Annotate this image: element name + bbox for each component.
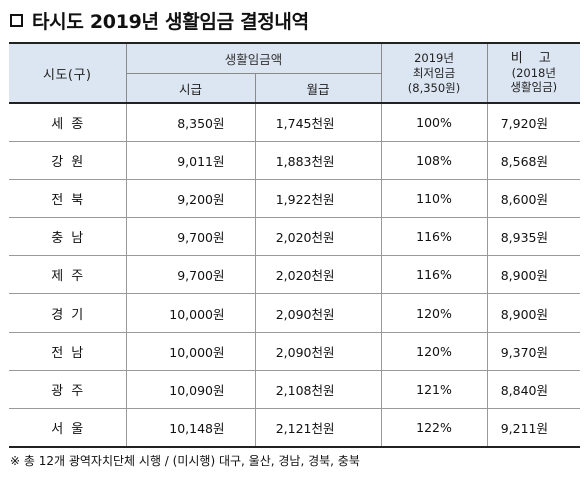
cell-ratio: 120% bbox=[381, 332, 488, 371]
cell-prev-wage: 8,568원 bbox=[487, 141, 581, 180]
header-min-wage-line1: 2019년 bbox=[414, 50, 454, 65]
cell-region: 서울 bbox=[9, 408, 127, 448]
header-note-line1: 비 고 bbox=[510, 51, 557, 66]
table-row: 충남 9,700원 2,020천원 116% 8,935원 bbox=[9, 217, 581, 257]
table-header: 시도(구) 생활임금액 2019년 최저임금 (8,350원) 비 고 (201… bbox=[9, 43, 581, 103]
table-row: 광주 10,090원 2,108천원 121% 8,840원 bbox=[9, 370, 581, 410]
cell-region: 전남 bbox=[9, 332, 127, 371]
cell-hourly: 10,000원 bbox=[126, 332, 256, 371]
cell-region: 충남 bbox=[9, 217, 127, 257]
living-wage-table: 시도(구) 생활임금액 2019년 최저임금 (8,350원) 비 고 (201… bbox=[9, 42, 581, 448]
header-living-wage: 생활임금액 bbox=[126, 43, 382, 74]
table-row: 강원 9,011원 1,883천원 108% 8,568원 bbox=[9, 141, 581, 180]
header-region: 시도(구) bbox=[9, 43, 127, 103]
cell-monthly: 2,020천원 bbox=[255, 255, 382, 295]
header-note: 비 고 (2018년 생활임금) bbox=[487, 43, 581, 103]
cell-ratio: 120% bbox=[381, 293, 488, 333]
cell-hourly: 10,148원 bbox=[126, 408, 256, 448]
cell-region: 경기 bbox=[9, 293, 127, 333]
cell-prev-wage: 8,600원 bbox=[487, 179, 581, 219]
footnote: ※ 총 12개 광역자치단체 시행 / (미시행) 대구, 울산, 경남, 경북… bbox=[10, 454, 360, 468]
cell-region: 전북 bbox=[9, 179, 127, 219]
table-row: 전북 9,200원 1,922천원 110% 8,600원 bbox=[9, 179, 581, 219]
document-title-text: 타시도 2019년 생활임금 결정내역 bbox=[32, 10, 309, 33]
cell-ratio: 116% bbox=[381, 255, 488, 295]
cell-ratio: 110% bbox=[381, 179, 488, 219]
cell-hourly: 8,350원 bbox=[126, 103, 256, 142]
table-row: 경기 10,000원 2,090천원 120% 8,900원 bbox=[9, 293, 581, 333]
cell-hourly: 10,000원 bbox=[126, 293, 256, 333]
table-row: 제주 9,700원 2,020천원 116% 8,900원 bbox=[9, 255, 581, 295]
cell-monthly: 1,745천원 bbox=[255, 103, 382, 142]
checkbox-square-icon bbox=[10, 13, 23, 27]
table-row: 전남 10,000원 2,090천원 120% 9,370원 bbox=[9, 332, 581, 371]
header-hourly: 시급 bbox=[126, 73, 256, 103]
cell-monthly: 2,020천원 bbox=[255, 217, 382, 257]
header-min-wage-line2: 최저임금 bbox=[412, 65, 456, 80]
cell-monthly: 1,922천원 bbox=[255, 179, 382, 219]
header-row-top: 시도(구) 생활임금액 2019년 최저임금 (8,350원) 비 고 (201… bbox=[9, 43, 581, 103]
cell-region: 제주 bbox=[9, 255, 127, 295]
cell-prev-wage: 9,370원 bbox=[487, 332, 581, 371]
header-monthly: 월급 bbox=[255, 73, 382, 103]
cell-region: 강원 bbox=[9, 141, 127, 180]
table-body: 세종 8,350원 1,745천원 100% 7,920원 강원 9,011원 1,883천원… bbox=[9, 103, 581, 448]
table-row: 세종 8,350원 1,745천원 100% 7,920원 bbox=[9, 103, 581, 142]
cell-prev-wage: 8,900원 bbox=[487, 293, 581, 333]
cell-hourly: 9,700원 bbox=[126, 255, 256, 295]
document-title: 타시도 2019년 생활임금 결정내역 bbox=[10, 6, 309, 34]
cell-prev-wage: 9,211원 bbox=[487, 408, 581, 448]
cell-ratio: 108% bbox=[381, 141, 488, 180]
table-row: 서울 10,148원 2,121천원 122% 9,211원 bbox=[9, 408, 581, 448]
cell-prev-wage: 8,935원 bbox=[487, 217, 581, 257]
cell-ratio: 121% bbox=[381, 370, 488, 410]
header-min-wage: 2019년 최저임금 (8,350원) bbox=[381, 43, 488, 103]
cell-region: 광주 bbox=[9, 370, 127, 410]
cell-prev-wage: 7,920원 bbox=[487, 103, 581, 142]
cell-hourly: 9,700원 bbox=[126, 217, 256, 257]
cell-monthly: 2,090천원 bbox=[255, 332, 382, 371]
cell-hourly: 10,090원 bbox=[126, 370, 256, 410]
cell-ratio: 116% bbox=[381, 217, 488, 257]
cell-prev-wage: 8,900원 bbox=[487, 255, 581, 295]
cell-ratio: 122% bbox=[381, 408, 488, 448]
header-note-line3: 생활임금) bbox=[510, 80, 558, 94]
cell-monthly: 2,090천원 bbox=[255, 293, 382, 333]
header-min-wage-line3: (8,350원) bbox=[407, 80, 461, 95]
cell-prev-wage: 8,840원 bbox=[487, 370, 581, 410]
cell-ratio: 100% bbox=[381, 103, 488, 142]
header-row-sub: 시급 월급 bbox=[9, 73, 580, 103]
cell-region: 세종 bbox=[9, 103, 127, 142]
cell-monthly: 2,108천원 bbox=[255, 370, 382, 410]
header-note-line2: (2018년 bbox=[511, 66, 556, 80]
cell-monthly: 2,121천원 bbox=[255, 408, 382, 448]
cell-hourly: 9,200원 bbox=[126, 179, 256, 219]
cell-hourly: 9,011원 bbox=[126, 141, 256, 180]
cell-monthly: 1,883천원 bbox=[255, 141, 382, 180]
